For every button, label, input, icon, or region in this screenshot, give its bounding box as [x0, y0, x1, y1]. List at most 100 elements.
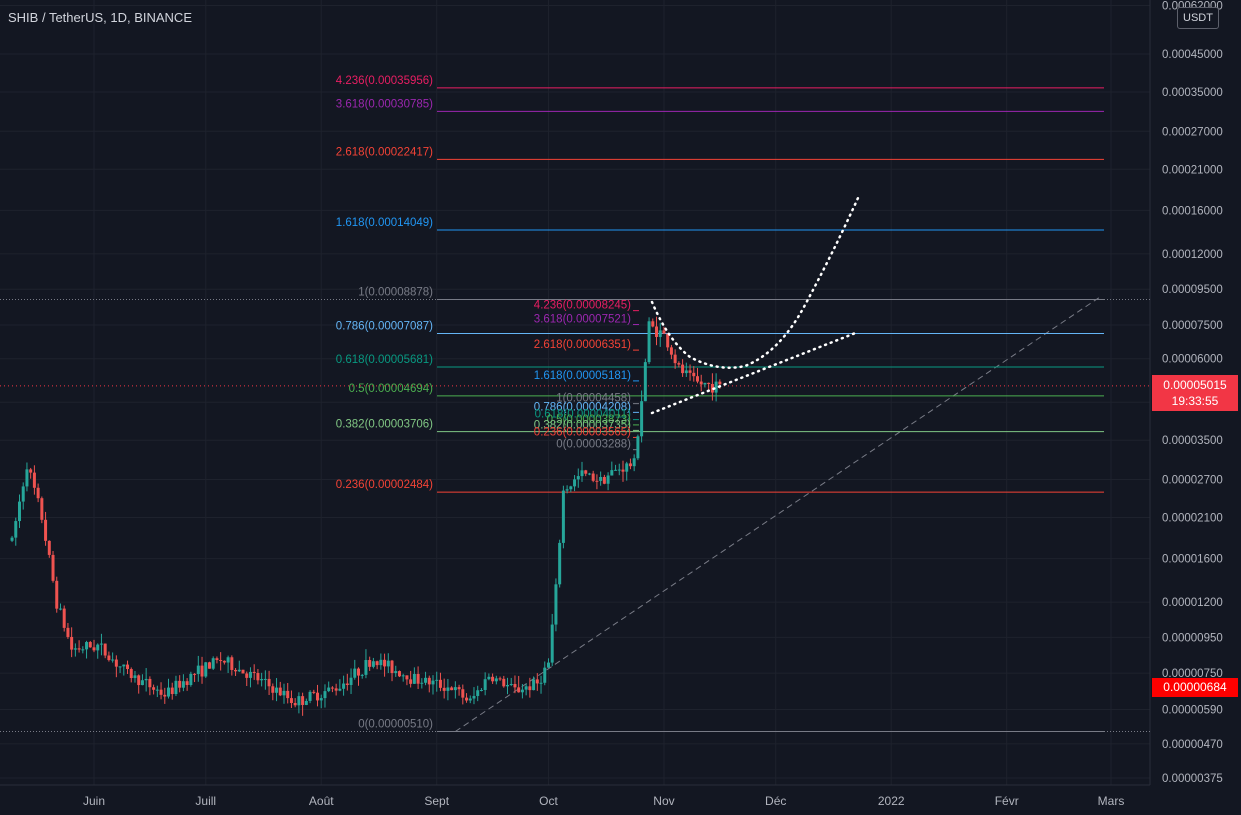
candle-body — [316, 692, 320, 701]
currency-badge[interactable]: USDT — [1177, 7, 1219, 29]
candle-body — [178, 680, 182, 688]
candle-body — [196, 665, 200, 675]
candle-body — [595, 480, 599, 482]
time-tick-label: Août — [309, 794, 334, 808]
candle-body — [222, 660, 226, 663]
candle-body — [36, 487, 40, 499]
candle-body — [282, 690, 286, 696]
candle-body — [129, 669, 133, 679]
time-axis[interactable]: Juin Juill Août Sept Oct Nov Déc 2022 Févr Mars — [83, 794, 1124, 808]
candle-body — [617, 469, 621, 471]
candle-body — [356, 668, 360, 676]
candle-body — [513, 684, 517, 688]
candle-body — [532, 679, 536, 691]
fib-level-label: 0.382(0.00003706) — [336, 419, 433, 431]
candle-body — [323, 691, 327, 699]
candle-body — [319, 698, 323, 701]
candle-body — [29, 469, 33, 473]
price-tick-label: 0.00003500 — [1162, 435, 1223, 447]
time-tick-label: Juin — [83, 794, 105, 808]
candle-body — [163, 694, 167, 697]
candle-body — [345, 683, 349, 685]
candle-body — [88, 642, 92, 648]
candle-body — [569, 486, 573, 490]
candle-body — [643, 362, 647, 402]
candle-body — [230, 657, 234, 670]
candle-body — [450, 687, 454, 691]
fib-level-label: 4.236(0.00035956) — [336, 75, 433, 87]
candle-body — [342, 683, 346, 689]
candle-body — [479, 689, 483, 691]
fib-level-label: 2.618(0.00022417) — [336, 146, 433, 158]
candle-body — [636, 436, 640, 459]
candle-body — [330, 687, 334, 689]
candle-body — [692, 372, 696, 377]
candle-body — [111, 659, 115, 661]
time-tick-label: Oct — [539, 794, 558, 808]
candle-body — [252, 671, 256, 673]
candle-body — [364, 660, 368, 675]
candle-body — [114, 659, 118, 667]
candle-body — [103, 643, 107, 656]
fibonacci-retracement[interactable]: 4.236(0.00035956) 3.618(0.00030785) 2.618(… — [0, 75, 1150, 732]
candle-body — [658, 330, 662, 337]
candle-body — [442, 687, 446, 691]
candle-body — [487, 676, 491, 680]
candle-body — [286, 690, 290, 699]
candle-body — [535, 679, 539, 684]
candle-body — [85, 642, 89, 650]
parabolic-projection — [650, 196, 860, 369]
candle-body — [651, 321, 655, 327]
fib-level-label: 3.618(0.00030785) — [336, 98, 433, 110]
candle-body — [133, 675, 137, 679]
candle-body — [416, 673, 420, 684]
candle-body — [498, 678, 502, 680]
candle-body — [707, 382, 711, 384]
candle-body — [695, 376, 699, 382]
candle-body — [122, 664, 126, 667]
candle-body — [47, 540, 51, 555]
candle-body — [524, 686, 528, 690]
candle-body — [55, 580, 59, 609]
bar-countdown: 19:33:55 — [1171, 394, 1219, 408]
candle-body — [502, 678, 506, 687]
candle-body — [271, 686, 275, 693]
candle-body — [189, 673, 193, 685]
candle-body — [599, 476, 603, 481]
candle-body — [338, 688, 342, 691]
candle-body — [248, 671, 252, 678]
candle-body — [506, 684, 510, 687]
candle-body — [446, 687, 450, 691]
price-tick-label: 0.00000470 — [1162, 739, 1223, 751]
candle-body — [614, 469, 618, 471]
candle-body — [517, 687, 521, 693]
candle-body — [204, 662, 208, 677]
candle-body — [558, 542, 562, 585]
candle-body — [312, 691, 316, 693]
candle-body — [587, 473, 591, 475]
candle-body — [647, 321, 651, 363]
candle-body — [584, 470, 588, 474]
candle-body — [237, 669, 241, 672]
candle-body — [546, 662, 550, 668]
candle-body — [70, 636, 74, 650]
candle-body — [349, 677, 353, 685]
candle-body — [628, 463, 632, 467]
fib-level-label: 2.618(0.00006351) — [534, 339, 631, 351]
candle-body — [215, 658, 219, 661]
fib-level-label: 4.236(0.00008245) — [534, 300, 631, 312]
candle-body — [476, 690, 480, 696]
candle-body — [126, 664, 130, 670]
candlesticks — [10, 316, 722, 716]
candle-body — [368, 660, 372, 667]
candle-body — [51, 554, 55, 581]
candle-body — [140, 680, 144, 686]
candle-body — [703, 382, 707, 385]
candle-body — [677, 363, 681, 365]
symbol-title[interactable]: SHIB / TetherUS, 1D, BINANCE — [8, 10, 192, 25]
time-tick-label: Mars — [1098, 794, 1125, 808]
price-axis[interactable]: 0.000620000.000450000.000350000.00027000… — [1162, 1, 1223, 785]
candle-body — [714, 381, 718, 393]
candle-body — [289, 698, 293, 703]
